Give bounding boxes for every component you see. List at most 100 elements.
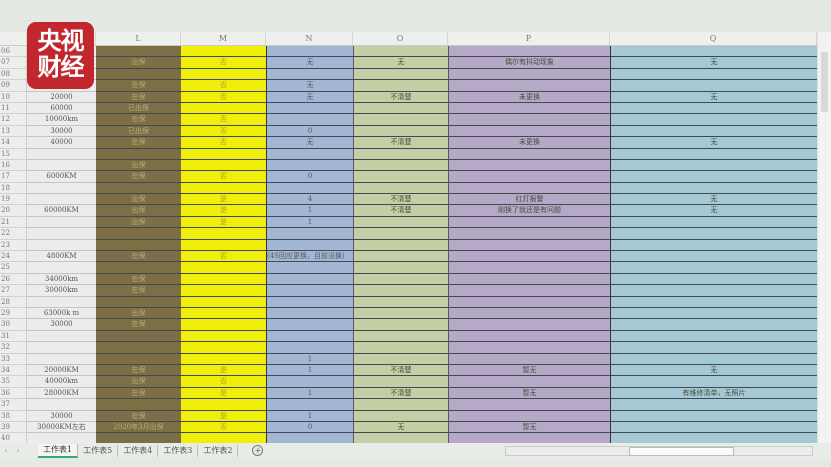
row-number[interactable]: 17 xyxy=(0,171,27,183)
cell-l[interactable]: 在保 xyxy=(96,171,181,183)
cell-l[interactable]: 在保 xyxy=(96,387,181,400)
row-number[interactable]: 14 xyxy=(0,137,27,149)
cell-o[interactable] xyxy=(353,251,448,263)
row-number[interactable]: 12 xyxy=(0,114,27,126)
cell-k[interactable]: 60000 xyxy=(27,102,96,115)
cell-n[interactable] xyxy=(266,262,353,274)
cell-q[interactable] xyxy=(610,159,817,172)
cell-m[interactable] xyxy=(181,159,266,172)
cell-o[interactable] xyxy=(353,171,448,183)
column-header-p[interactable]: P xyxy=(448,32,610,45)
cell-l[interactable] xyxy=(96,182,181,195)
cell-l[interactable] xyxy=(96,68,181,81)
cell-o[interactable] xyxy=(353,296,448,308)
cell-o[interactable] xyxy=(353,228,448,240)
column-header-q[interactable]: Q xyxy=(610,32,817,45)
cell-m[interactable]: 是 xyxy=(181,410,266,422)
cell-n[interactable]: 1 xyxy=(266,205,353,217)
sheet-tab-4[interactable]: 工作表4 xyxy=(118,444,159,457)
cell-o[interactable] xyxy=(353,182,448,195)
cell-q[interactable]: 无 xyxy=(610,57,817,69)
cell-q[interactable] xyxy=(610,46,817,58)
cell-m[interactable] xyxy=(181,46,266,58)
column-header-l[interactable]: L xyxy=(96,32,181,45)
row-number[interactable]: 06 xyxy=(0,46,27,58)
cell-l[interactable]: 出保 xyxy=(96,216,181,229)
cell-o[interactable] xyxy=(353,159,448,172)
cell-q[interactable] xyxy=(610,114,817,126)
cell-q[interactable]: 无 xyxy=(610,137,817,149)
cell-k[interactable]: 20000 xyxy=(27,91,96,103)
cell-p[interactable] xyxy=(448,262,610,274)
cell-m[interactable]: 是 xyxy=(181,194,266,206)
cell-n[interactable] xyxy=(266,285,353,297)
cell-o[interactable] xyxy=(353,68,448,81)
cell-p[interactable]: 偶尔有抖动现象 xyxy=(448,57,610,69)
cell-n[interactable] xyxy=(266,102,353,115)
cell-q[interactable] xyxy=(610,353,817,365)
cell-q[interactable] xyxy=(610,216,817,229)
cell-o[interactable] xyxy=(353,342,448,354)
cell-o[interactable] xyxy=(353,410,448,422)
cell-n[interactable]: 1 xyxy=(266,364,353,377)
cell-m[interactable] xyxy=(181,307,266,320)
cell-m[interactable]: 否 xyxy=(181,421,266,434)
cell-m[interactable] xyxy=(181,148,266,160)
cell-q[interactable] xyxy=(610,228,817,240)
row-number[interactable]: 11 xyxy=(0,102,27,115)
cell-m[interactable]: 否 xyxy=(181,171,266,183)
cell-o[interactable] xyxy=(353,285,448,297)
cell-l[interactable]: 在保 xyxy=(96,114,181,126)
cell-m[interactable] xyxy=(181,182,266,195)
cell-n[interactable] xyxy=(266,68,353,81)
cell-m[interactable] xyxy=(181,239,266,252)
cell-l[interactable]: 在保 xyxy=(96,80,181,92)
row-number[interactable]: 33 xyxy=(0,353,27,365)
cell-o[interactable] xyxy=(353,148,448,160)
cell-m[interactable]: 是 xyxy=(181,205,266,217)
cell-p[interactable] xyxy=(448,102,610,115)
cell-l[interactable]: 出保 xyxy=(96,376,181,388)
cell-n[interactable] xyxy=(266,342,353,354)
cell-q[interactable]: 无 xyxy=(610,364,817,377)
cell-n[interactable] xyxy=(266,114,353,126)
cell-p[interactable]: 暂无 xyxy=(448,387,610,400)
cell-p[interactable] xyxy=(448,114,610,126)
cell-p[interactable] xyxy=(448,80,610,92)
row-number[interactable]: 16 xyxy=(0,159,27,172)
cell-l[interactable]: 在保 xyxy=(96,319,181,331)
cell-q[interactable] xyxy=(610,148,817,160)
cell-k[interactable] xyxy=(27,182,96,195)
cell-l[interactable] xyxy=(96,239,181,252)
cell-k[interactable] xyxy=(27,216,96,229)
cell-m[interactable] xyxy=(181,262,266,274)
cell-p[interactable] xyxy=(448,376,610,388)
row-number[interactable]: 30 xyxy=(0,319,27,331)
cell-o[interactable] xyxy=(353,399,448,411)
cell-o[interactable]: 不清楚 xyxy=(353,194,448,206)
cell-k[interactable]: 10000km xyxy=(27,114,96,126)
cell-k[interactable]: 60000KM xyxy=(27,205,96,217)
cell-n[interactable] xyxy=(266,182,353,195)
cell-l[interactable]: 在保 xyxy=(96,364,181,377)
cell-m[interactable]: 否 xyxy=(181,80,266,92)
cell-q[interactable] xyxy=(610,239,817,252)
cell-m[interactable] xyxy=(181,285,266,297)
cell-p[interactable] xyxy=(448,285,610,297)
cell-l[interactable] xyxy=(96,228,181,240)
cell-k[interactable] xyxy=(27,228,96,240)
cell-k[interactable] xyxy=(27,262,96,274)
cell-n[interactable] xyxy=(266,330,353,343)
cell-l[interactable] xyxy=(96,342,181,354)
cell-q[interactable]: 无 xyxy=(610,205,817,217)
cell-l[interactable]: 2020年3月出保 xyxy=(96,421,181,434)
cell-o[interactable] xyxy=(353,46,448,58)
cell-m[interactable] xyxy=(181,102,266,115)
cell-m[interactable]: 否 xyxy=(181,57,266,69)
cell-o[interactable] xyxy=(353,319,448,331)
cell-m[interactable]: 否 xyxy=(181,125,266,138)
cell-n[interactable] xyxy=(266,148,353,160)
column-header-m[interactable]: M xyxy=(181,32,266,45)
row-number[interactable]: 07 xyxy=(0,57,27,69)
cell-k[interactable]: 34000km xyxy=(27,273,96,286)
